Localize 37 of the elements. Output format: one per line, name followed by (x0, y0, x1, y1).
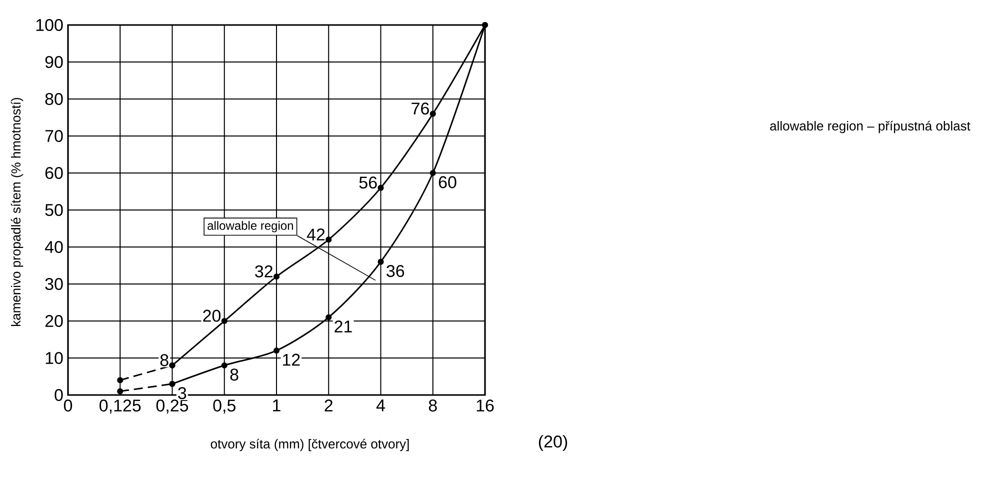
x-tick-label: 1 (273, 400, 280, 412)
y-tick-label: 70 (45, 130, 63, 142)
y-tick-label: 30 (45, 278, 63, 290)
data-label: 76 (412, 102, 429, 115)
data-label: 8 (230, 368, 238, 381)
y-tick-label: 90 (45, 56, 63, 68)
data-label: 32 (255, 265, 272, 278)
y-tick-label: 40 (44, 240, 63, 254)
x-tick-label: 0 (64, 400, 72, 412)
data-label: 56 (359, 176, 377, 189)
data-label: 3 (178, 387, 186, 400)
y-tick-label: 50 (45, 204, 63, 216)
text: (20) (538, 435, 568, 451)
data-label: 60 (438, 176, 456, 188)
x-tick-label: 0,125 (100, 400, 141, 414)
x-tick-label: 16 (476, 400, 494, 412)
y-tick-label: 100 (36, 18, 63, 32)
data-label: 42 (306, 228, 325, 240)
text: allowable region – přípustná oblast (770, 120, 970, 134)
y-tick-label: 60 (45, 166, 63, 180)
data-label: 21 (334, 320, 352, 332)
x-tick-label: 0,25 (156, 400, 188, 414)
x-tick-label: 0,5 (213, 400, 236, 414)
y-tick-label: 80 (45, 92, 63, 106)
y-tick-label: 0 (54, 388, 63, 402)
y-tick-label: 10 (46, 352, 63, 364)
data-label: 12 (282, 354, 300, 366)
x-axis-title: otvory síta (mm) [čtvercové otvory] (210, 438, 409, 452)
x-tick-label: 2 (324, 400, 332, 412)
data-label: 8 (160, 354, 168, 366)
x-tick-label: 4 (376, 400, 385, 412)
annotation: allowable region (208, 221, 293, 232)
y-axis-title: kamenivo propadlé sítem (% hmotností) (10, 98, 24, 326)
y-tick-label: 20 (45, 314, 63, 328)
data-label: 20 (203, 310, 221, 322)
data-label: 36 (386, 264, 404, 278)
x-tick-label: 8 (428, 400, 437, 412)
